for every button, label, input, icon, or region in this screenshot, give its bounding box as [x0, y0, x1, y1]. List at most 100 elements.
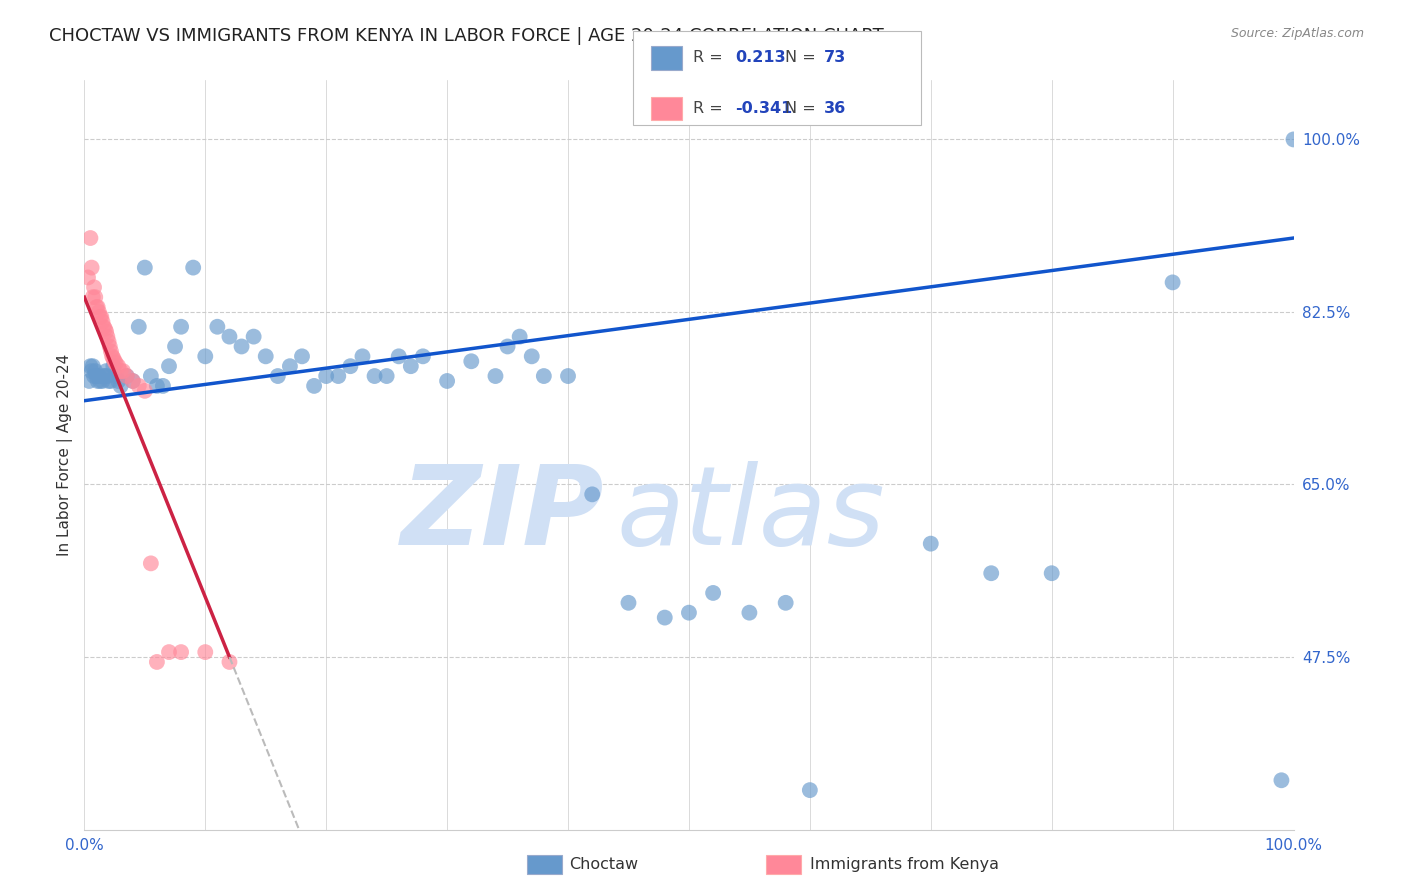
Point [157, 645, 180, 659]
Point [115, 369, 138, 384]
Point [254, 349, 277, 363]
Point [107, 374, 129, 388]
Point [702, 586, 724, 600]
Text: 36: 36 [824, 102, 846, 116]
Point [146, 655, 169, 669]
Point [1040, 566, 1063, 581]
Point [412, 349, 434, 363]
Point [94, 364, 117, 378]
Point [110, 364, 132, 378]
Point [87, 369, 110, 384]
Point [98, 339, 121, 353]
Point [980, 566, 1002, 581]
Point [363, 369, 385, 384]
Point [399, 359, 422, 374]
Point [80, 364, 103, 378]
Point [104, 354, 127, 368]
Point [388, 349, 411, 363]
Point [84, 364, 107, 378]
Text: R =: R = [693, 51, 728, 65]
Text: -0.341: -0.341 [735, 102, 793, 116]
Point [218, 329, 240, 343]
Point [97, 334, 120, 349]
Point [104, 356, 127, 370]
Point [89, 374, 111, 388]
Point [139, 369, 162, 384]
Point [82, 359, 104, 374]
Point [484, 369, 506, 384]
Point [134, 260, 156, 275]
Point [1161, 276, 1184, 290]
Point [82, 290, 104, 304]
Point [91, 315, 114, 329]
Point [738, 606, 761, 620]
Point [128, 319, 150, 334]
Text: N =: N = [785, 102, 821, 116]
Text: CHOCTAW VS IMMIGRANTS FROM KENYA IN LABOR FORCE | AGE 20-24 CORRELATION CHART: CHOCTAW VS IMMIGRANTS FROM KENYA IN LABO… [49, 27, 884, 45]
Point [79, 231, 101, 245]
Point [218, 655, 240, 669]
Point [93, 369, 115, 384]
Point [100, 344, 122, 359]
Point [134, 384, 156, 398]
Point [80, 260, 103, 275]
Text: N =: N = [785, 51, 821, 65]
Point [242, 329, 264, 343]
Point [654, 610, 676, 624]
Text: 73: 73 [824, 51, 846, 65]
Point [460, 354, 482, 368]
Point [86, 374, 108, 388]
Y-axis label: In Labor Force | Age 20-24: In Labor Force | Age 20-24 [58, 354, 73, 556]
Point [315, 369, 337, 384]
Point [110, 379, 132, 393]
Point [496, 339, 519, 353]
Point [267, 369, 290, 384]
Point [77, 374, 100, 388]
Point [194, 349, 217, 363]
Text: Immigrants from Kenya: Immigrants from Kenya [810, 857, 998, 871]
Text: Choctaw: Choctaw [569, 857, 638, 871]
Point [112, 364, 135, 378]
Point [90, 310, 112, 324]
Point [96, 369, 118, 384]
Point [121, 374, 143, 388]
Point [375, 369, 398, 384]
Point [94, 325, 117, 339]
Point [799, 783, 821, 797]
Point [86, 300, 108, 314]
Point [1270, 773, 1292, 788]
Point [775, 596, 797, 610]
Point [128, 379, 150, 393]
Point [84, 290, 107, 304]
Point [115, 369, 138, 384]
Point [107, 359, 129, 374]
Point [96, 329, 118, 343]
Point [94, 369, 117, 384]
Point [121, 374, 143, 388]
Point [103, 359, 125, 374]
Text: ZIP: ZIP [401, 461, 605, 568]
Point [89, 310, 111, 324]
Point [79, 359, 101, 374]
Point [920, 536, 942, 550]
Point [352, 349, 374, 363]
Point [194, 645, 217, 659]
Point [83, 369, 105, 384]
Point [165, 339, 187, 353]
Point [170, 645, 193, 659]
Point [104, 369, 127, 384]
Point [77, 270, 100, 285]
Point [100, 374, 122, 388]
Point [146, 379, 169, 393]
Point [86, 369, 108, 384]
Point [170, 319, 193, 334]
Point [231, 339, 253, 353]
Point [617, 596, 640, 610]
Point [509, 329, 531, 343]
Point [91, 374, 114, 388]
Point [302, 379, 325, 393]
Point [436, 374, 458, 388]
Point [86, 300, 108, 314]
Point [103, 351, 125, 366]
Point [278, 359, 301, 374]
